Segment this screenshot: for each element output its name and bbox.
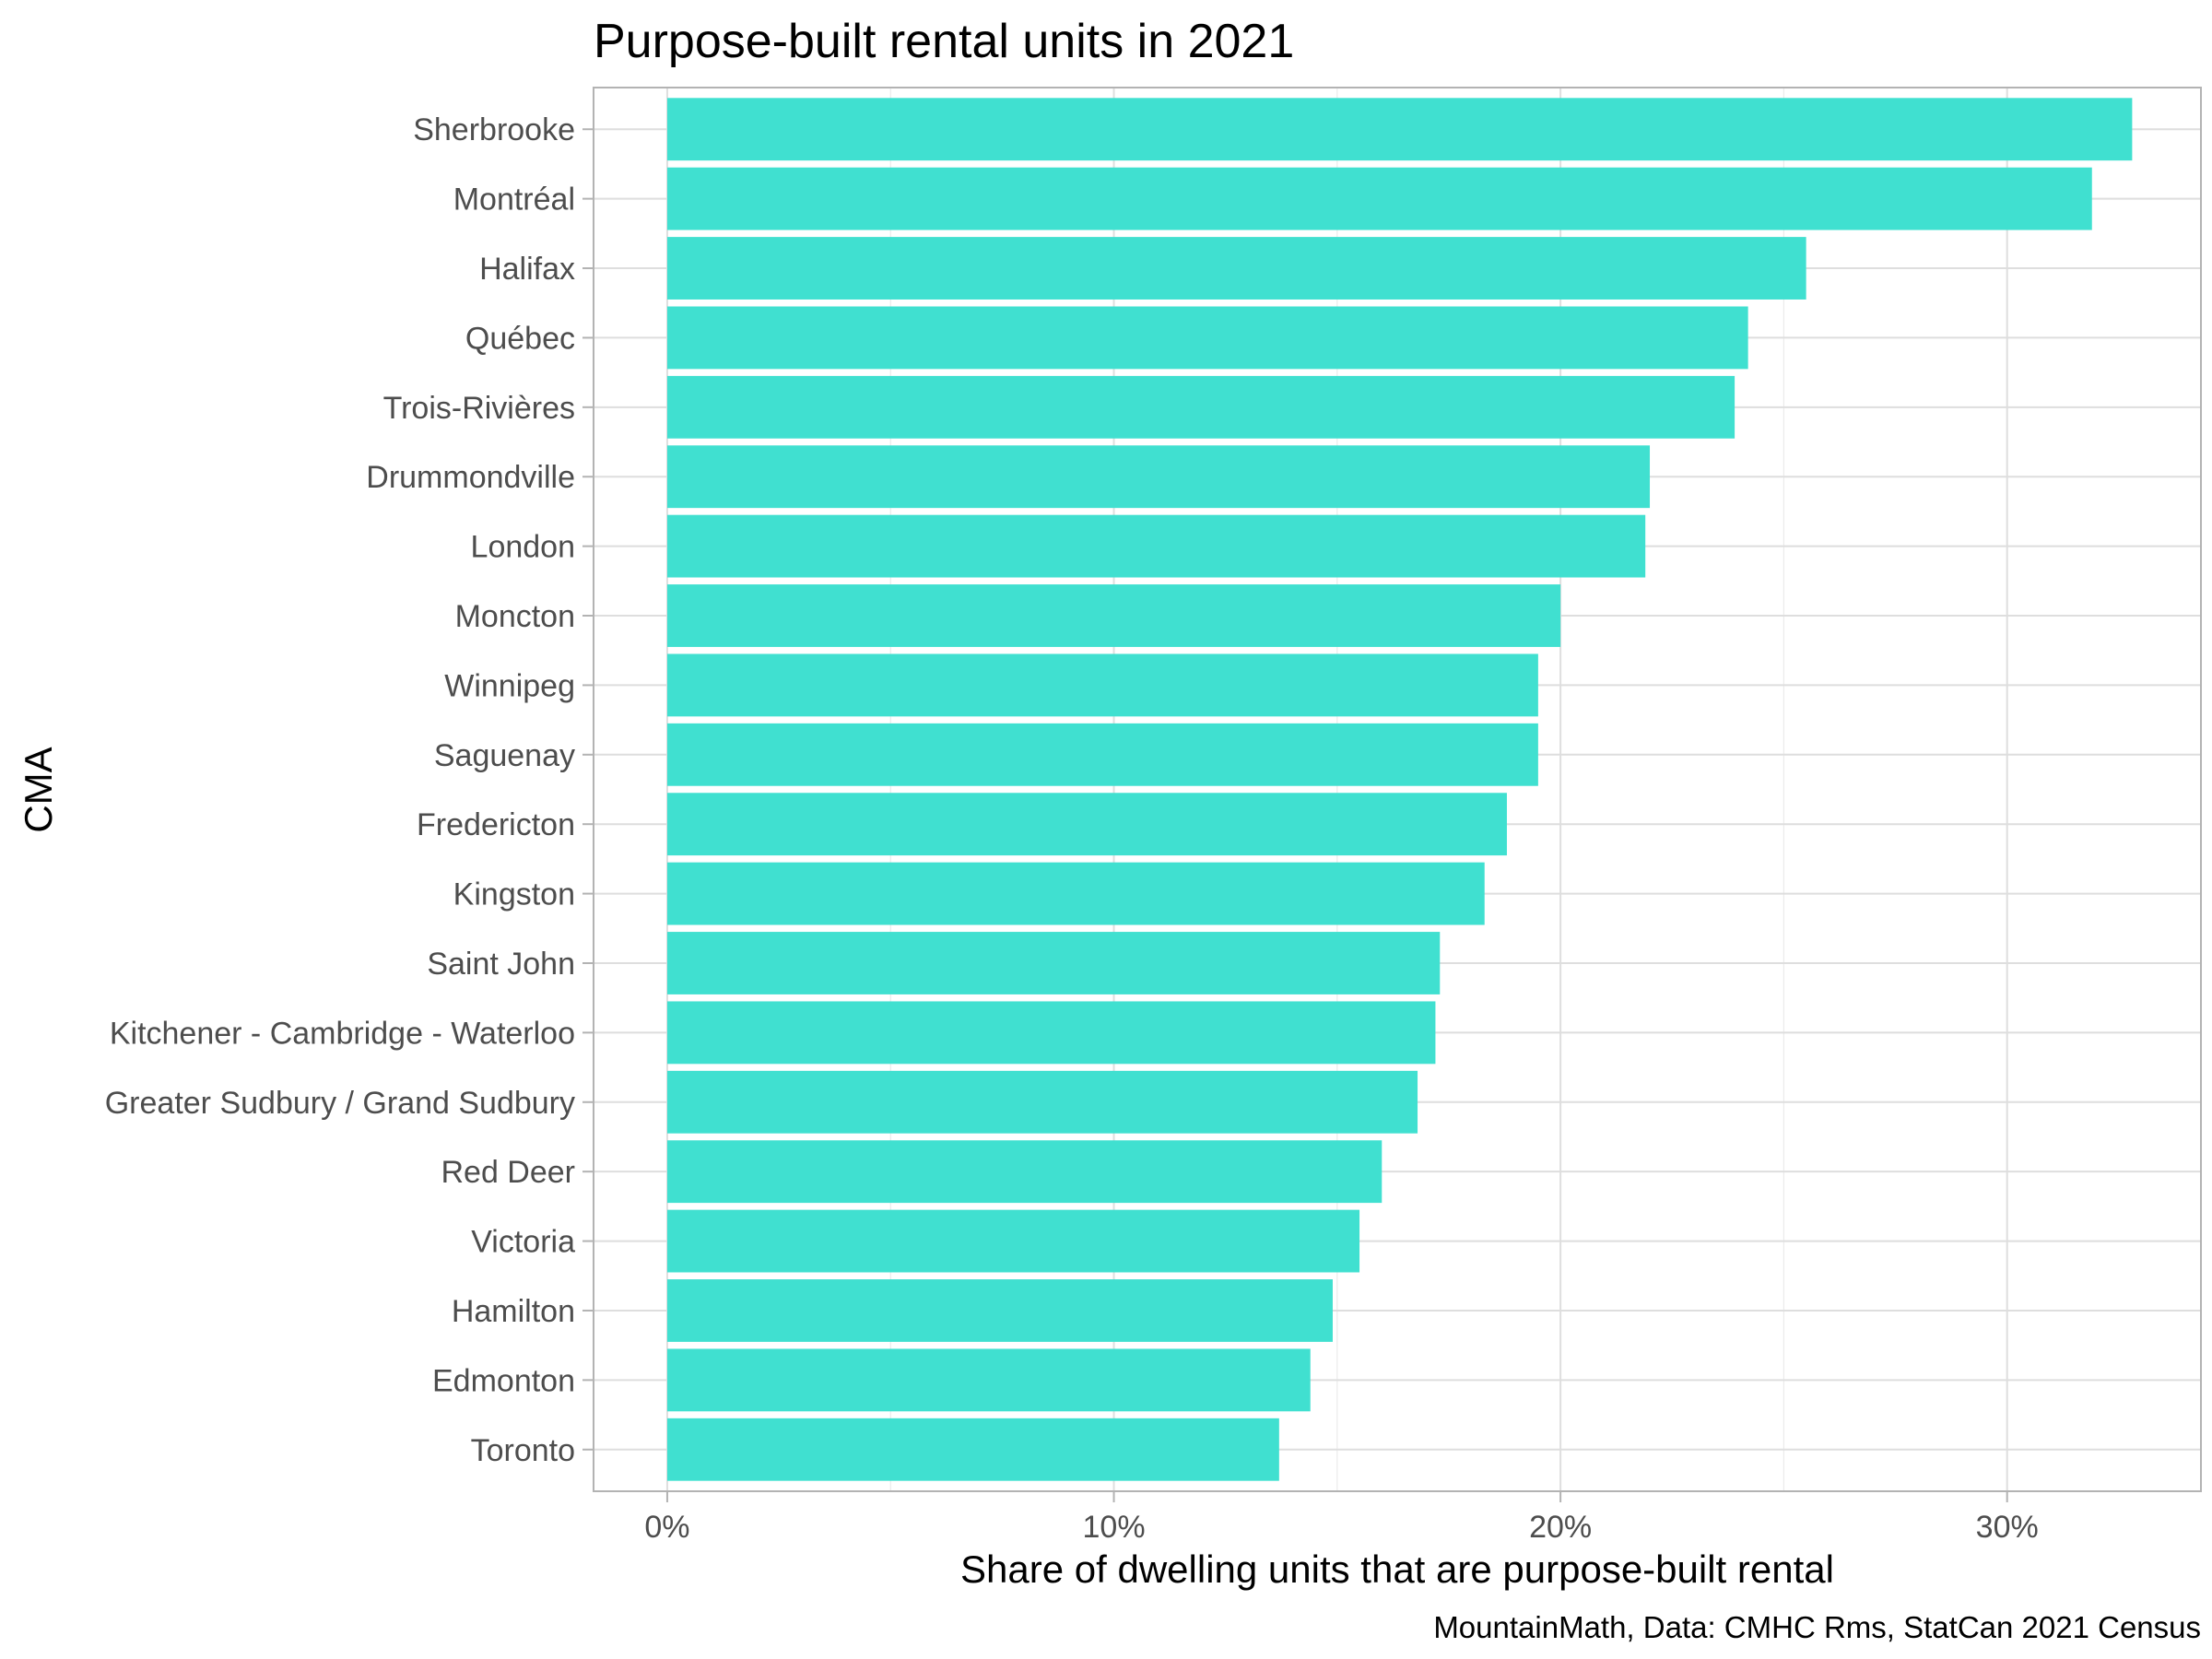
bar xyxy=(666,237,1806,300)
y-tick-label: Montréal xyxy=(453,182,575,218)
bar xyxy=(666,1140,1382,1204)
y-tick-label: Saint John xyxy=(427,947,575,982)
y-tick-label: Moncton xyxy=(455,599,575,634)
bar xyxy=(666,723,1538,786)
bar xyxy=(666,514,1646,578)
bar xyxy=(666,167,2092,230)
x-tick-label: 30% xyxy=(1976,1510,2039,1545)
bar xyxy=(666,445,1651,509)
y-axis-ticks: Sherbrooke Montréal Halifax Québec Trois-Riv… xyxy=(105,112,594,1468)
x-axis-ticks: 0% 10% 20% 30% xyxy=(644,1491,2039,1545)
y-tick-label: Saguenay xyxy=(434,738,575,773)
y-tick-label: Kitchener - Cambridge - Waterloo xyxy=(110,1016,575,1051)
x-tick-label: 0% xyxy=(644,1510,689,1545)
bar xyxy=(666,793,1507,856)
bars xyxy=(666,98,2133,1481)
bar xyxy=(666,932,1441,994)
chart-caption: MountainMath, Data: CMHC Rms, StatCan 20… xyxy=(1433,1610,2201,1644)
y-axis-title: CMA xyxy=(17,747,60,832)
chart-title: Purpose-built rental units in 2021 xyxy=(594,15,1294,68)
bar xyxy=(666,653,1538,717)
bar xyxy=(666,862,1485,925)
bar xyxy=(666,1070,1418,1134)
y-tick-label: Drummondville xyxy=(366,460,575,495)
bar xyxy=(666,375,1735,439)
y-tick-label: Hamilton xyxy=(452,1294,575,1329)
bar xyxy=(666,1348,1311,1412)
bar xyxy=(666,306,1748,370)
y-tick-label: Greater Sudbury / Grand Sudbury xyxy=(105,1086,575,1121)
y-tick-label: Winnipeg xyxy=(444,668,575,703)
bar xyxy=(666,98,2133,161)
y-tick-label: Trois-Rivières xyxy=(383,391,575,426)
x-axis-title: Share of dwelling units that are purpose… xyxy=(960,1547,1834,1591)
bar xyxy=(666,1279,1333,1342)
y-tick-label: Kingston xyxy=(453,877,575,912)
y-tick-label: Halifax xyxy=(479,252,575,287)
bar xyxy=(666,1209,1360,1273)
bar xyxy=(666,584,1561,647)
y-tick-label: Toronto xyxy=(471,1433,575,1468)
x-tick-label: 10% xyxy=(1083,1510,1146,1545)
y-tick-label: Québec xyxy=(465,321,575,356)
plot-panel xyxy=(593,87,2202,1492)
y-tick-label: Fredericton xyxy=(417,807,575,842)
x-tick-label: 20% xyxy=(1529,1510,1592,1545)
y-tick-label: London xyxy=(471,530,575,565)
y-tick-label: Sherbrooke xyxy=(413,112,575,147)
bar xyxy=(666,1001,1436,1065)
y-tick-label: Edmonton xyxy=(432,1363,575,1398)
y-tick-label: Victoria xyxy=(471,1225,575,1260)
y-tick-label: Red Deer xyxy=(441,1155,575,1190)
bar xyxy=(666,1418,1279,1481)
